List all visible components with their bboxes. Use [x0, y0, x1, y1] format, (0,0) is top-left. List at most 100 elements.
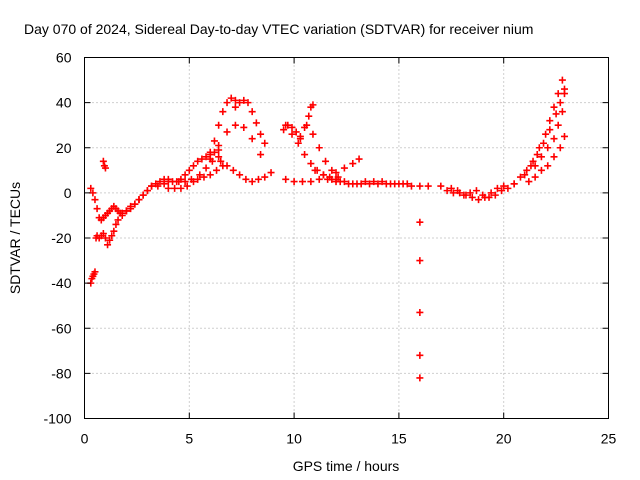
- data-point: [196, 171, 204, 179]
- data-point: [533, 151, 541, 159]
- y-tick-label: 40: [56, 95, 72, 111]
- data-point: [254, 175, 262, 183]
- y-tick-label: -20: [51, 230, 71, 246]
- data-point: [131, 200, 139, 208]
- data-point: [181, 178, 189, 186]
- data-point: [355, 155, 363, 163]
- data-point: [252, 119, 260, 127]
- data-point: [101, 164, 109, 172]
- data-point: [479, 191, 487, 199]
- y-tick-label: 20: [56, 140, 72, 156]
- series-early-spike: [99, 157, 109, 172]
- data-point: [475, 196, 483, 204]
- data-point: [202, 164, 210, 172]
- data-point: [307, 160, 315, 168]
- series-mid-day-bump: [332, 155, 363, 177]
- y-tick-label: -40: [51, 275, 71, 291]
- data-point: [546, 126, 554, 134]
- data-point: [257, 151, 265, 159]
- data-point: [416, 257, 424, 265]
- data-point: [416, 308, 424, 316]
- data-point: [227, 94, 235, 102]
- data-point: [510, 180, 518, 188]
- data-point: [118, 209, 126, 217]
- data-point: [292, 128, 300, 136]
- data-point: [550, 153, 558, 161]
- y-tick-label: -100: [43, 411, 71, 427]
- data-point: [160, 180, 168, 188]
- data-point: [315, 175, 323, 183]
- data-point: [288, 123, 296, 131]
- data-point: [189, 162, 197, 170]
- series-arc-high-b: [231, 96, 269, 147]
- series-late-rise-c: [531, 90, 568, 170]
- data-point: [303, 121, 311, 129]
- data-point: [516, 173, 524, 181]
- data-point: [210, 137, 218, 145]
- data-point: [236, 99, 244, 107]
- data-point: [523, 166, 531, 174]
- data-point: [202, 153, 210, 161]
- series-arc-high-a: [206, 94, 239, 156]
- data-point: [556, 99, 564, 107]
- data-point: [424, 182, 432, 190]
- data-point: [194, 157, 202, 165]
- data-point: [540, 139, 548, 147]
- data-point: [183, 182, 191, 190]
- data-point: [231, 96, 239, 104]
- data-point: [558, 108, 566, 116]
- data-point: [248, 178, 256, 186]
- axis-ticks: [84, 57, 609, 419]
- plot-frame: [84, 57, 609, 419]
- data-point: [387, 180, 395, 188]
- data-point: [416, 374, 424, 382]
- data-point: [449, 189, 457, 197]
- data-point: [437, 182, 445, 190]
- tick-labels: 0 5 10 15 20 25 -100 -80 -60 -40 -20 0 20 40 60: [43, 50, 616, 447]
- series-early-negative: [87, 182, 156, 287]
- data-point: [135, 196, 143, 204]
- data-point: [108, 232, 116, 240]
- data-point: [407, 182, 415, 190]
- x-tick-label: 25: [601, 431, 617, 447]
- series-arc-low: [217, 157, 275, 186]
- data-point: [261, 139, 269, 147]
- data-point: [231, 103, 239, 111]
- data-point: [554, 90, 562, 98]
- data-point: [185, 166, 193, 174]
- series-mid-day-peak-c: [296, 121, 342, 181]
- series-mid-day-flat-a: [282, 175, 432, 190]
- data-point: [542, 130, 550, 138]
- data-point: [328, 166, 336, 174]
- y-tick-label: 0: [64, 185, 72, 201]
- data-point: [296, 135, 304, 143]
- data-point: [114, 216, 122, 224]
- data-point: [537, 153, 545, 161]
- data-point: [378, 178, 386, 186]
- data-point: [91, 268, 99, 276]
- data-point: [307, 178, 315, 186]
- series-outliers-16h: [416, 218, 424, 382]
- data-point: [294, 139, 302, 147]
- data-point: [416, 182, 424, 190]
- data-point: [531, 162, 539, 170]
- data-point: [236, 171, 244, 179]
- data-point: [340, 164, 348, 172]
- data-point: [242, 175, 250, 183]
- x-tick-label: 15: [391, 431, 407, 447]
- data-point: [122, 207, 130, 215]
- data-point: [171, 184, 179, 192]
- data-point: [315, 144, 323, 152]
- data-point: [104, 241, 112, 249]
- data-point: [336, 178, 344, 186]
- data-point: [99, 229, 107, 237]
- data-point: [194, 175, 202, 183]
- data-point: [309, 130, 317, 138]
- series-arc-mid: [206, 121, 265, 163]
- chart-title: Day 070 of 2024, Sidereal Day-to-day VTE…: [24, 21, 533, 37]
- data-point: [229, 166, 237, 174]
- data-point: [366, 180, 374, 188]
- data-point: [248, 135, 256, 143]
- data-point: [525, 178, 533, 186]
